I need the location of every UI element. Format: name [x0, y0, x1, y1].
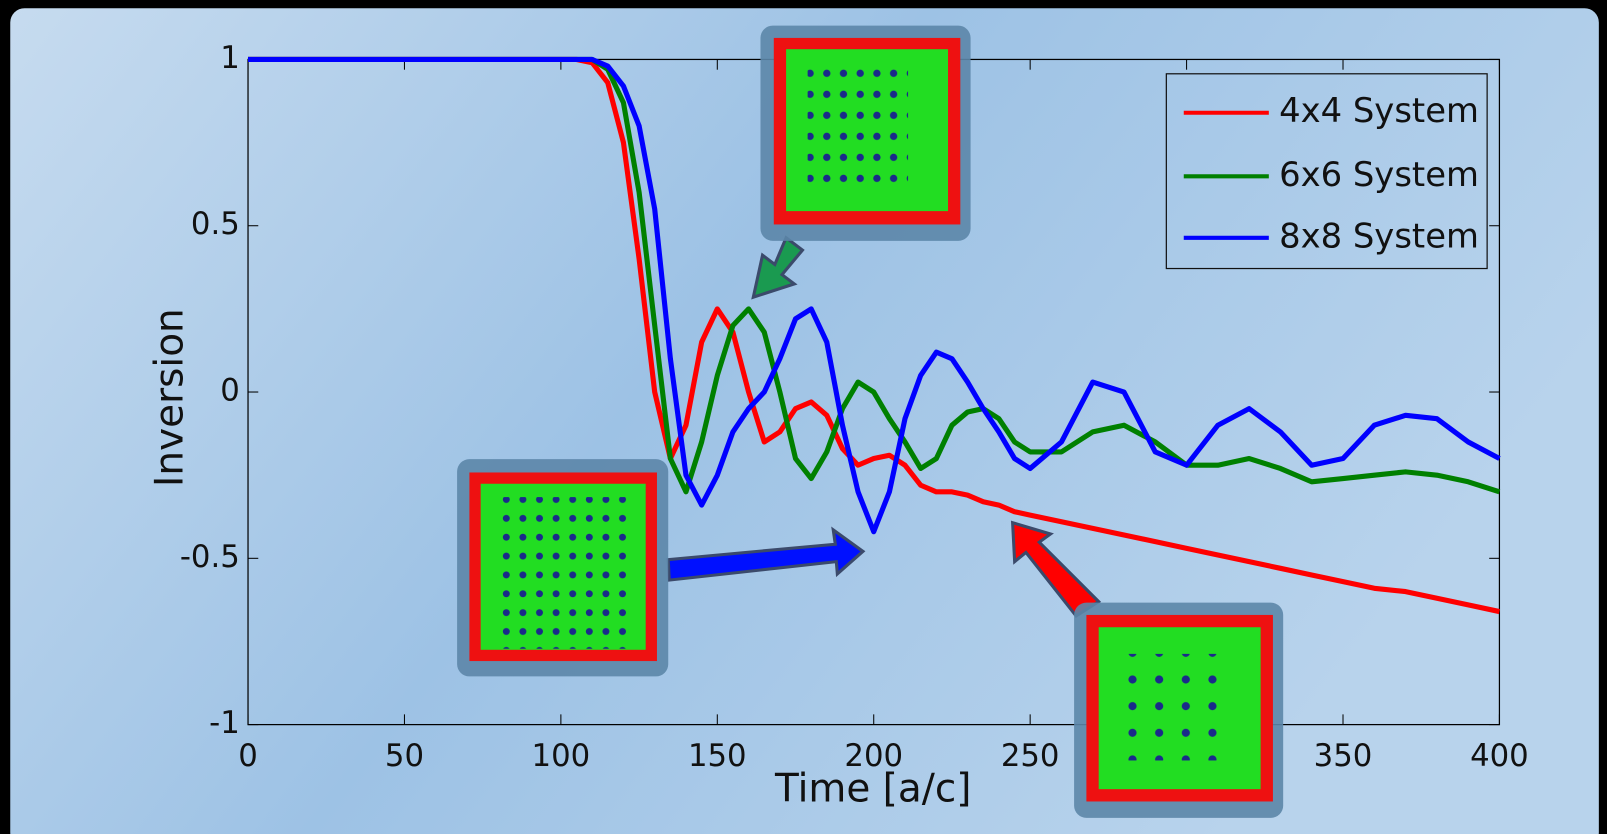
x-tick-label: 350 [1314, 738, 1373, 774]
x-tick-label: 200 [844, 738, 903, 774]
y-tick-label: -1 [209, 705, 240, 741]
series-line [248, 56, 1501, 495]
x-tick-label: 50 [385, 738, 424, 774]
x-tick-label: 100 [532, 738, 591, 774]
y-tick-label: 0.5 [191, 206, 240, 242]
legend-label: 6x6 System [1279, 155, 1479, 194]
x-tick-label: 400 [1470, 738, 1529, 774]
inset-8x8 [457, 459, 669, 677]
y-axis-label: Inversion [148, 308, 193, 487]
x-tick-label: 0 [238, 738, 258, 774]
inset-4x4 [1074, 602, 1284, 818]
series-line [248, 56, 1500, 615]
y-tick-label: 1 [220, 40, 240, 76]
legend-label: 4x4 System [1279, 91, 1479, 130]
legend-label: 8x8 System [1279, 216, 1479, 255]
inset-6x6 [760, 25, 971, 241]
y-tick-label: -0.5 [180, 539, 240, 575]
y-tick-label: 0 [220, 373, 240, 409]
legend: 4x4 System 6x6 System 8x8 System [1165, 73, 1488, 270]
series-line [248, 56, 1501, 535]
canvas: 050100150200250300350400-1-0.500.51 Time… [10, 8, 1599, 834]
x-axis-label: Time [a/c] [774, 767, 971, 812]
x-tick-label: 150 [688, 738, 747, 774]
arrow [666, 235, 1102, 619]
plot-area: 050100150200250300350400-1-0.500.51 [180, 40, 1529, 774]
x-tick-label: 250 [1001, 738, 1060, 774]
